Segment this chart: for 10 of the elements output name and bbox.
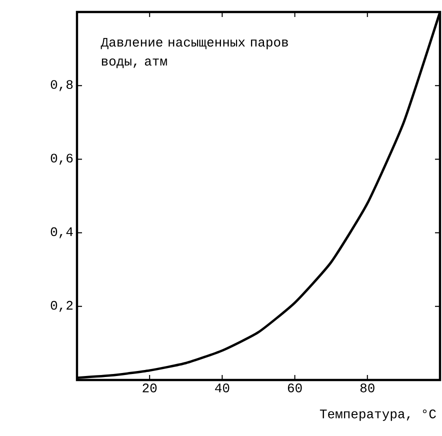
x-tick-label: 80 — [360, 384, 374, 392]
y-tick-label: 0,2 — [50, 300, 73, 312]
x-tick-label: 60 — [288, 384, 302, 392]
x-axis-title: Температура, °C — [320, 410, 436, 421]
y-tick-label: 0,8 — [50, 80, 73, 92]
annotation: Давление насыщенных паров воды, атм — [100, 38, 288, 68]
y-tick-label: 0,4 — [50, 227, 73, 238]
y-tick-label: 0,6 — [50, 154, 73, 165]
x-tick-label: 20 — [142, 384, 157, 392]
x-tick-label: 40 — [215, 384, 230, 392]
